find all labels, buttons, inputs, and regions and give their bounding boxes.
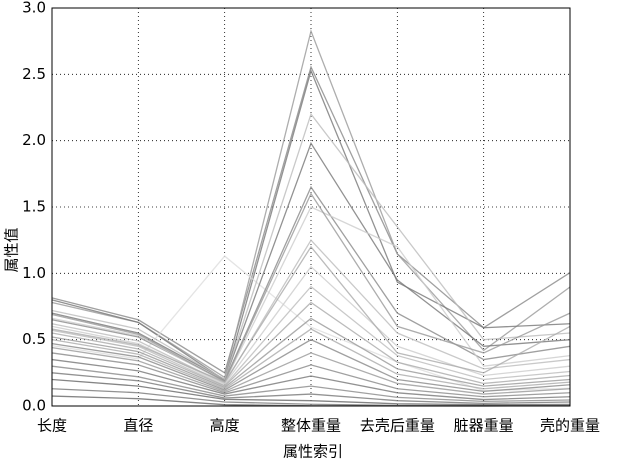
y-tick-label: 1.0 <box>22 264 46 282</box>
x-axis-label: 属性索引 <box>283 443 343 461</box>
data-line <box>51 285 571 387</box>
data-line <box>51 185 571 382</box>
data-line <box>51 372 571 404</box>
data-line <box>51 301 571 387</box>
data-line <box>51 206 571 384</box>
y-tick-label: 2.0 <box>22 131 46 149</box>
x-tick-label: 长度 <box>37 417 67 435</box>
data-line <box>51 378 571 406</box>
data-line <box>51 239 571 385</box>
x-tick-label: 脏器重量 <box>454 417 514 435</box>
y-tick-label: 0.5 <box>22 330 46 348</box>
data-line <box>51 112 571 381</box>
data-line <box>51 346 571 395</box>
data-line <box>51 245 571 383</box>
data-line <box>51 68 571 382</box>
x-tick-label: 高度 <box>210 417 240 435</box>
data-line <box>51 141 571 381</box>
x-tick-label: 直径 <box>123 417 153 435</box>
plot-frame <box>51 7 571 407</box>
x-tick-label: 壳的重量 <box>540 417 600 435</box>
data-line <box>51 358 571 401</box>
data-line <box>51 192 571 383</box>
data-line <box>51 255 571 392</box>
data-line <box>51 352 571 398</box>
y-tick-label: 1.5 <box>22 198 46 216</box>
y-tick-label: 0.0 <box>22 397 46 415</box>
data-line <box>51 328 571 390</box>
data-line <box>51 317 571 389</box>
x-tick-label: 去壳后重量 <box>360 417 435 435</box>
data-line <box>51 265 571 385</box>
y-axis-label: 属性值 <box>3 227 21 272</box>
data-line <box>51 365 571 403</box>
y-tick-label: 3.0 <box>22 0 46 17</box>
x-tick-label: 整体重量 <box>281 417 341 435</box>
data-line <box>51 338 571 393</box>
y-tick-label: 2.5 <box>22 65 46 83</box>
